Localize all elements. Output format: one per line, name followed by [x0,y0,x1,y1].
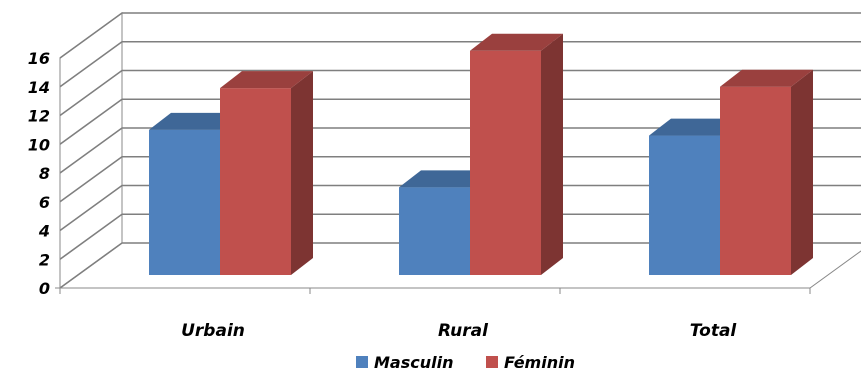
gridline [59,69,861,117]
y-tick-label: 14 [28,78,50,97]
bar-top [399,170,492,188]
bar-side [541,33,563,275]
gridline [59,40,861,88]
y-tick-label: 12 [28,107,50,126]
category-label: Rural [438,321,489,341]
category-label: Total [690,321,738,341]
legend: Masculin Féminin [356,353,575,372]
gridline [59,242,861,289]
y-tick-label: 10 [28,135,50,154]
gridline [59,155,861,203]
bar-front [149,129,220,275]
gridline [59,184,861,232]
bar-top [470,33,563,51]
bar-side [791,69,813,275]
legend-swatch [486,356,498,368]
gridline [59,127,861,174]
bar-total-1 [720,69,813,275]
axes [55,58,811,294]
bar-front [399,187,470,275]
bar-top [649,118,742,136]
y-tick-label: 0 [39,279,50,298]
y-tick-labels: 0 2 4 6 8 10 12 14 16 [28,49,50,298]
bar-top [149,112,242,130]
legend-swatch [356,356,368,368]
bar-urbain-1 [220,71,313,275]
bar-front [720,86,791,275]
bar-front [220,88,291,275]
gridlines [59,12,861,289]
gridline [59,98,861,145]
legend-label: Féminin [504,353,575,372]
bar-top [720,69,813,87]
bar-side [291,71,313,275]
category-label: Urbain [181,321,245,341]
gridline [59,213,861,260]
bars [149,33,813,275]
y-tick-label: 4 [38,222,50,241]
y-tick-label: 16 [28,49,50,68]
bar-top [220,71,313,89]
bar-front [649,135,720,275]
y-tick-label: 6 [39,193,50,212]
bar-rural-1 [470,33,563,275]
y-tick-label: 8 [39,164,50,183]
y-tick-label: 2 [39,250,50,269]
category-labels: Urbain Rural Total [181,321,737,341]
gridline [59,12,861,59]
bar-front [470,50,541,275]
legend-label: Masculin [374,353,453,372]
